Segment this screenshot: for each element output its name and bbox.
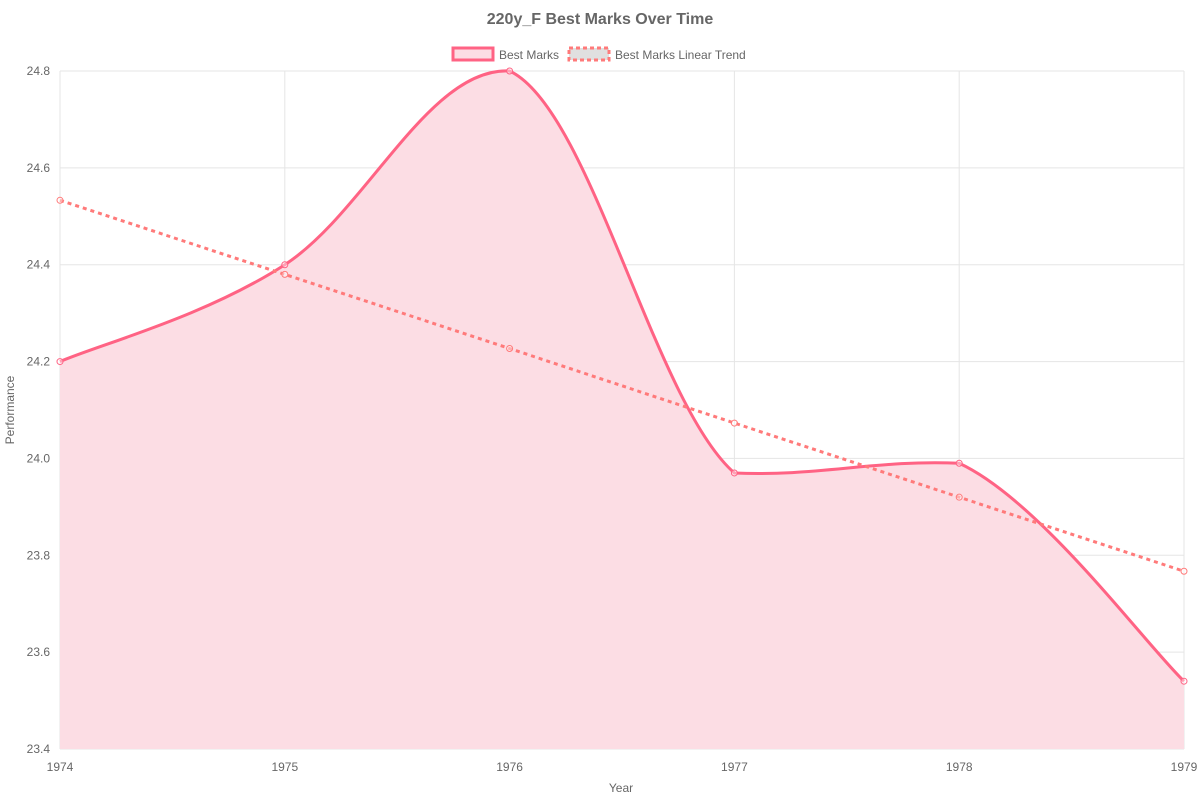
y-tick-label: 24.0 <box>27 451 51 465</box>
x-tick-label: 1977 <box>721 760 748 774</box>
series-line-trend <box>59 198 1185 573</box>
x-tick-label: 1979 <box>1171 760 1198 774</box>
x-tick-label: 1974 <box>47 760 74 774</box>
data-point-trend[interactable] <box>506 344 514 352</box>
x-axis-ticks: 1974 1975 1976 1977 1978 1979 <box>47 760 1198 774</box>
y-tick-label: 24.2 <box>27 355 51 369</box>
y-tick-label: 23.4 <box>27 742 51 756</box>
y-axis-ticks: 23.4 23.6 23.8 24.0 24.2 24.4 24.6 24.8 <box>27 64 51 756</box>
data-point-best-marks[interactable] <box>1180 677 1188 685</box>
legend-item-trend[interactable]: Best Marks Linear Trend <box>567 46 746 62</box>
x-tick-label: 1978 <box>946 760 973 774</box>
data-point-trend[interactable] <box>56 196 64 204</box>
legend: Best Marks Best Marks Linear Trend <box>451 46 746 62</box>
data-point-best-marks[interactable] <box>955 459 963 467</box>
series-area-best-marks <box>60 70 1184 750</box>
data-point-best-marks[interactable] <box>506 67 514 75</box>
y-axis-title: Performance <box>3 375 17 444</box>
data-point-trend[interactable] <box>281 270 289 278</box>
legend-label-trend: Best Marks Linear Trend <box>615 48 746 62</box>
data-point-trend[interactable] <box>730 419 738 427</box>
y-tick-label: 24.6 <box>27 161 51 175</box>
series-layer <box>56 67 1188 750</box>
legend-swatch-best-marks <box>451 46 495 62</box>
chart-title: 220y_F Best Marks Over Time <box>487 11 714 28</box>
legend-label-best-marks: Best Marks <box>499 48 559 62</box>
y-tick-label: 23.8 <box>27 548 51 562</box>
data-point-trend[interactable] <box>955 493 963 501</box>
x-axis-title: Year <box>609 781 633 795</box>
y-tick-label: 24.4 <box>27 258 51 272</box>
data-point-best-marks[interactable] <box>730 469 738 477</box>
y-tick-label: 24.8 <box>27 64 51 78</box>
legend-item-best-marks[interactable]: Best Marks <box>451 46 559 62</box>
x-tick-label: 1976 <box>496 760 523 774</box>
series-line-best-marks <box>59 69 1186 683</box>
legend-swatch-trend <box>567 46 611 62</box>
y-tick-label: 23.6 <box>27 645 51 659</box>
x-tick-label: 1975 <box>271 760 298 774</box>
data-point-best-marks[interactable] <box>56 358 64 366</box>
data-point-best-marks[interactable] <box>281 261 289 269</box>
data-point-trend[interactable] <box>1180 567 1188 575</box>
